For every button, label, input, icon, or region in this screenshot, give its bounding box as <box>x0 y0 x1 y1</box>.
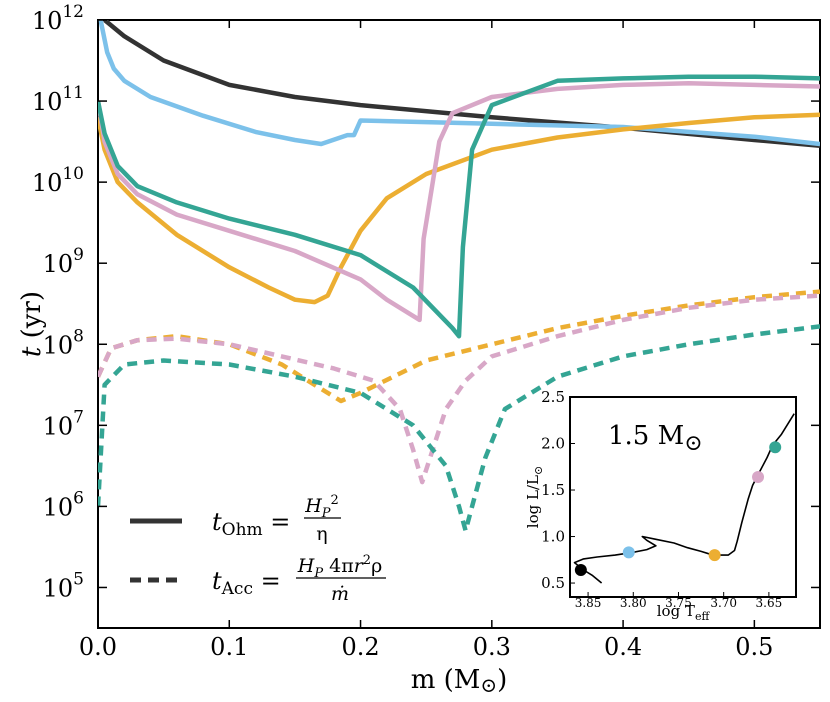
svg-text:ṁ: ṁ <box>331 583 349 605</box>
svg-text:HP 4πr2ρ: HP 4πr2ρ <box>297 553 383 581</box>
inset-y-ticks: 0.5 1.0 1.5 2.0 2.5 <box>541 388 575 592</box>
inset-marker-1 <box>622 546 635 559</box>
y-tick-label: 106 <box>43 488 84 521</box>
inset-x-tick-label: 3.75 <box>665 596 692 610</box>
inset-annotation: 1.5 M⊙ <box>608 421 703 456</box>
main-x-ticks: 0.0 0.1 0.2 0.3 0.4 0.5 <box>79 20 773 661</box>
inset-background <box>569 396 797 598</box>
inset-y-tick-label: 0.5 <box>541 574 565 592</box>
series-line-2-solid <box>98 112 820 305</box>
main-plot: 0.0 0.1 0.2 0.3 0.4 0.5 105106107108109101010… <box>32 2 821 661</box>
y-tick-label: 109 <box>43 245 84 278</box>
svg-text:HP2: HP2 <box>304 493 339 521</box>
inset-marker-2 <box>708 549 721 562</box>
legend-acc-label: tAcc = <box>212 567 281 599</box>
x-tick-label: 0.0 <box>79 633 117 661</box>
y-tick-label: 1012 <box>32 2 84 35</box>
inset-marker-3 <box>752 471 765 483</box>
series-line-6-dashed <box>98 293 820 485</box>
main-x-axis-label: m (M⊙) <box>411 665 508 697</box>
inset-track-group <box>573 413 795 584</box>
legend-ohm-label: tOhm = <box>212 508 290 540</box>
x-tick-label: 0.4 <box>604 633 642 661</box>
main-plot-frame <box>97 19 821 629</box>
inset-x-tick-label: 3.80 <box>620 596 647 610</box>
series-line-3-solid <box>98 80 820 323</box>
y-tick-label: 107 <box>43 407 84 440</box>
legend: tOhm = HP2 η tAcc = HP 4πr2ρ ṁ <box>130 493 386 605</box>
x-tick-label: 0.2 <box>341 633 379 661</box>
inset-y-tick-label: 1.0 <box>541 528 565 546</box>
series-line-4-solid <box>98 74 820 339</box>
x-tick-label: 0.1 <box>210 633 248 661</box>
inset-marker-0 <box>574 564 587 577</box>
y-tick-label: 1010 <box>32 164 84 197</box>
series-line-7-dashed <box>98 324 820 533</box>
inset-y-tick-label: 1.5 <box>541 481 565 499</box>
y-tick-label: 1011 <box>32 83 84 116</box>
svg-text:η: η <box>316 523 327 545</box>
inset-y-axis-label: log L/L⊙ <box>524 466 545 528</box>
legend-acc-fraction: HP 4πr2ρ ṁ <box>296 553 386 605</box>
inset-hr-diagram: 3.85 3.80 3.75 3.70 3.65 0.5 1.0 1.5 2.0 2.5 1.5… <box>524 388 797 623</box>
main-y-axis-label: t (yr) <box>17 291 47 357</box>
inset-x-tick-label: 3.65 <box>756 596 783 610</box>
inset-x-tick-label: 3.70 <box>710 596 737 610</box>
y-tick-label: 105 <box>43 569 84 602</box>
inset-marker-4 <box>769 441 782 454</box>
x-tick-label: 0.3 <box>473 633 511 661</box>
inset-x-tick-label: 3.85 <box>575 596 602 610</box>
main-y-ticks: 105 106 107 108 109 1010 1011 1012 <box>32 2 820 602</box>
inset-y-tick-label: 2.0 <box>541 435 565 453</box>
main-series-group <box>98 20 820 533</box>
inset-y-tick-label: 2.5 <box>541 388 565 406</box>
legend-ohm-fraction: HP2 η <box>304 493 341 545</box>
x-tick-label: 0.5 <box>735 633 773 661</box>
inset-x-ticks: 3.85 3.80 3.75 3.70 3.65 <box>575 592 783 610</box>
inset-x-axis-label: log Teff <box>657 602 711 623</box>
series-line-1-solid <box>98 20 820 147</box>
y-tick-label: 108 <box>43 326 84 359</box>
